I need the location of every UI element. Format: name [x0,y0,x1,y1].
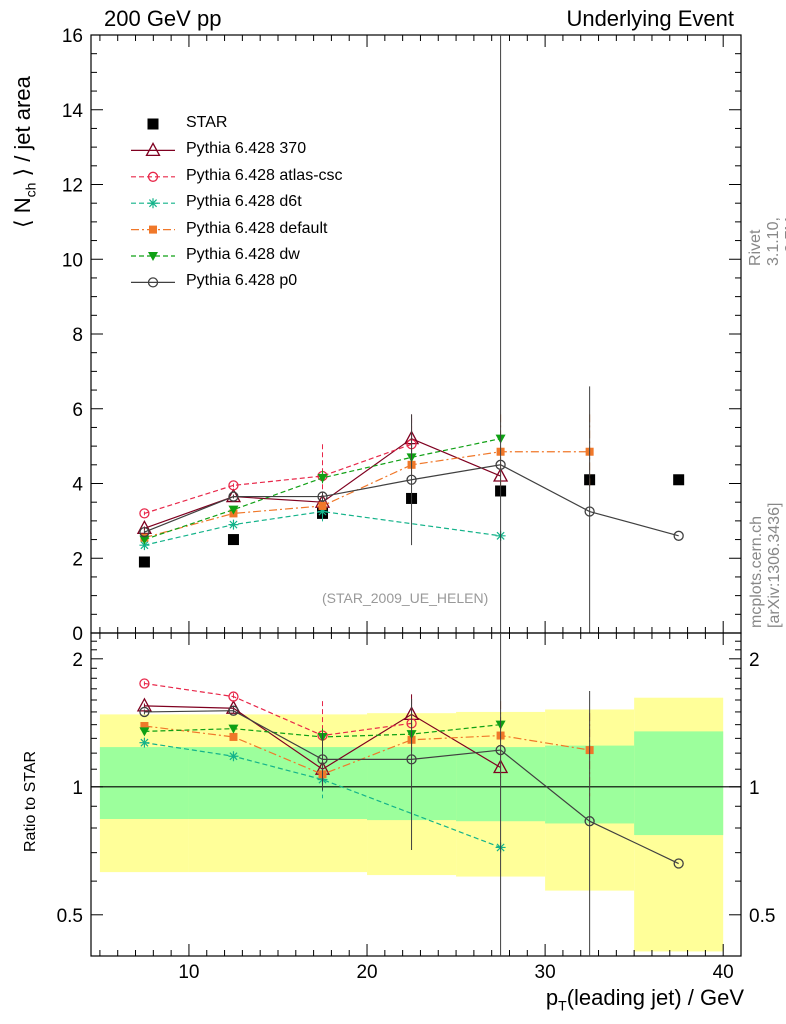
series-pythia-6-428-dw [139,434,506,545]
data-point [406,474,417,485]
data-point [406,754,417,765]
data-point [673,858,684,869]
y-tick-label: 8 [72,325,83,346]
data-point [139,678,150,689]
y-tick-label: 2 [72,650,83,671]
data-point [673,474,685,486]
data-point [227,534,239,546]
data-point [673,530,684,541]
y-tick-label: 0.5 [57,906,83,927]
y-tick-label-right: 0.5 [749,906,775,927]
data-point [139,737,150,748]
legend-label: Pythia 6.428 atlas-csc [186,166,343,184]
data-point [317,473,328,483]
data-point [228,724,239,734]
x-axis-label: pT(leading jet) / GeV [545,985,744,1014]
data-point [228,751,239,762]
y-tick-label: 6 [72,400,83,421]
analysis-watermark: (STAR_2009_UE_HELEN) [322,590,489,606]
y-axis-label-main: ⟨ Nch ⟩ / jet area [10,76,39,228]
legend-label: Pythia 6.428 dw [186,246,300,263]
y-tick-label: 0 [72,624,83,645]
series-line [144,451,590,539]
series-line [144,742,501,849]
x-tick-label: 30 [535,962,556,983]
y-tick-label: 2 [72,549,83,570]
series-pythia-6-428-atlas-csc [139,418,417,519]
legend-label: Pythia 6.428 default [186,219,328,237]
y-tick-label: 1 [72,778,83,799]
series-line [144,725,590,775]
mcplots-label: mcplots.cern.ch [arXiv:1306.3436] [748,502,783,628]
data-point [228,505,239,515]
x-tick-label: 40 [713,962,734,983]
data-point [228,491,239,502]
series-line [144,682,412,737]
x-tick-label: 10 [178,962,199,983]
data-point [139,526,150,538]
data-point [139,706,150,718]
energy-label: 200 GeV pp [104,6,222,31]
y-tick-label: 12 [62,176,83,197]
series-pythia-6-428-p0 [139,35,684,633]
data-point [584,506,595,517]
data-point [317,754,328,765]
ratio-frame [90,632,742,957]
y-axis-label-ratio: Ratio to STAR [22,750,39,852]
y-tick-label-right: 2 [749,650,760,671]
data-point [584,816,595,827]
data-point [139,535,150,545]
y-tick-label-right: 1 [749,778,760,799]
rivet-version-label: Rivet 3.1.10, ≥ 2.7M events [747,217,786,266]
main-plot-panel: 0 2 4 6 8 10 12 14 16 [62,26,742,645]
y-tick-label: 4 [72,475,83,496]
y-tick-label: 10 [62,250,83,271]
ratio-plot-panel: 10 20 30 40 0.5 0.5 1 1 2 2 [57,632,775,983]
legend-label: STAR [186,114,228,131]
data-point [317,506,328,517]
data-point [139,508,150,519]
data-point [495,459,506,470]
series-line [144,510,501,546]
data-point [140,721,149,730]
data-point [229,732,238,741]
data-point [228,691,239,702]
legend-label: Pythia 6.428 p0 [186,272,298,290]
data-point [317,491,328,502]
y-tick-label: 16 [62,26,83,47]
data-point [228,480,239,491]
y-tick-label: 14 [62,101,84,122]
data-point [228,519,239,530]
uncertainty-band-inner [634,731,724,836]
x-tick-label: 20 [356,962,377,983]
data-point [139,540,150,551]
data-point [495,744,506,756]
data-point [228,705,239,716]
data-point [318,501,327,510]
data-point [138,556,150,568]
series-line [144,443,412,514]
data-point [139,727,150,737]
legend-label: Pythia 6.428 370 [186,140,307,158]
process-label: Underlying Event [566,6,734,31]
series-pythia-6-428-p0 [139,633,684,956]
uncertainty-band-inner [99,747,189,819]
legend-label: Pythia 6.428 d6t [186,193,302,211]
